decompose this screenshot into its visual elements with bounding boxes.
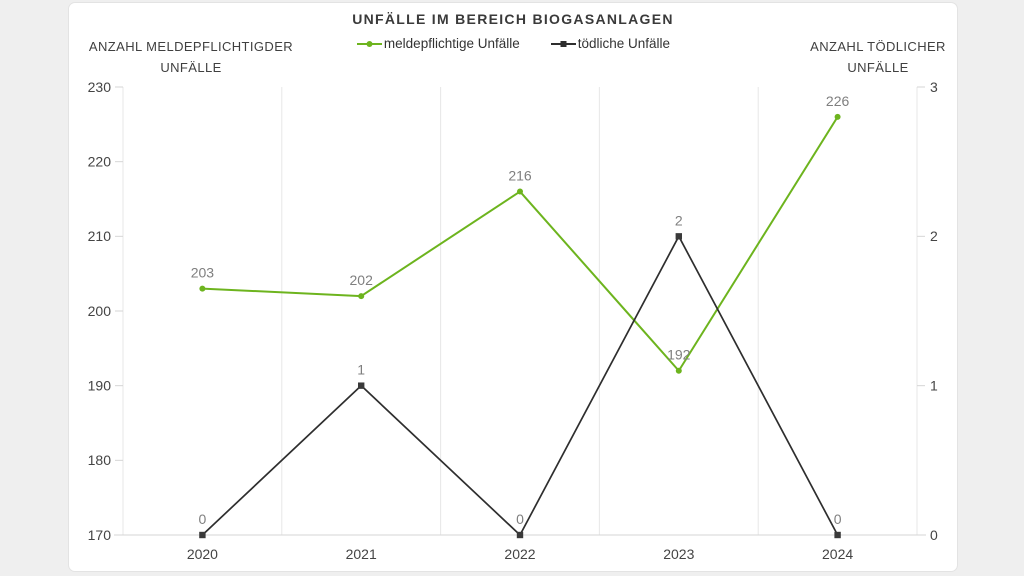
data-point[interactable]	[358, 382, 365, 389]
data-label: 192	[667, 347, 691, 363]
data-point[interactable]	[516, 531, 524, 539]
chart-title: UNFÄLLE IM BEREICH BIOGASANLAGEN	[352, 11, 674, 27]
x-axis-label: 2024	[822, 546, 853, 562]
x-axis-label: 2020	[187, 546, 218, 562]
chart-legend: meldepflichtige Unfälle tödliche Unfälle	[69, 36, 957, 51]
right-axis-title-line1: ANZAHL TÖDLICHER	[810, 39, 946, 54]
data-label: 202	[350, 272, 374, 288]
right-axis-tick-label: 2	[930, 228, 938, 244]
data-point[interactable]	[358, 293, 365, 300]
x-axis-label: 2021	[346, 546, 377, 562]
left-axis-tick-label: 170	[88, 527, 112, 543]
left-axis-tick-label: 230	[88, 79, 112, 95]
data-point[interactable]	[834, 531, 841, 539]
left-axis-title-line2: UNFÄLLE	[160, 60, 222, 75]
data-label: 1	[357, 362, 365, 378]
data-point[interactable]	[517, 188, 523, 195]
data-label: 0	[516, 511, 524, 527]
right-axis-title-line2: UNFÄLLE	[847, 60, 909, 75]
left-axis-tick-label: 190	[88, 378, 112, 394]
right-axis-title: ANZAHL TÖDLICHER UNFÄLLE	[799, 36, 957, 78]
legend-label: meldepflichtige Unfälle	[383, 36, 520, 51]
legend-item-toedliche-unfaelle[interactable]: tödliche Unfälle	[550, 36, 670, 51]
line-square-marker-icon	[550, 40, 576, 47]
right-axis-tick-label: 0	[930, 527, 938, 543]
data-label: 226	[826, 93, 850, 109]
x-axis-label: 2022	[504, 546, 535, 562]
data-label: 203	[191, 265, 215, 281]
series-line-1[interactable]	[201, 235, 839, 536]
line-circle-marker-icon	[356, 40, 382, 47]
data-point[interactable]	[834, 113, 841, 120]
data-label: 0	[834, 511, 842, 527]
left-axis-title-line1: ANZAHL MELDEPFLICHTIGDER	[88, 39, 294, 54]
data-point[interactable]	[675, 233, 682, 240]
legend-item-meldepflichtige-unfaelle[interactable]: meldepflichtige Unfälle	[356, 36, 520, 51]
series-line-0[interactable]	[202, 116, 839, 372]
data-point[interactable]	[675, 367, 682, 374]
legend-label: tödliche Unfälle	[577, 36, 671, 51]
x-axis-label: 2023	[663, 546, 694, 562]
left-axis-tick-label: 200	[88, 303, 112, 319]
left-axis-tick-label: 220	[88, 154, 112, 170]
data-label: 2	[675, 212, 683, 228]
data-label: 216	[508, 168, 532, 184]
data-point[interactable]	[199, 531, 206, 539]
right-axis-tick-label: 1	[930, 378, 938, 394]
left-axis-tick-label: 210	[88, 228, 112, 244]
right-axis-tick-label: 3	[930, 79, 938, 95]
left-axis-tick-label: 180	[88, 452, 112, 468]
data-label: 0	[199, 511, 207, 527]
left-axis-title: ANZAHL MELDEPFLICHTIGDER UNFÄLLE	[75, 36, 307, 78]
data-point[interactable]	[199, 285, 206, 292]
chart-card: UNFÄLLE IM BEREICH BIOGASANLAGEN meldepf…	[68, 2, 958, 572]
